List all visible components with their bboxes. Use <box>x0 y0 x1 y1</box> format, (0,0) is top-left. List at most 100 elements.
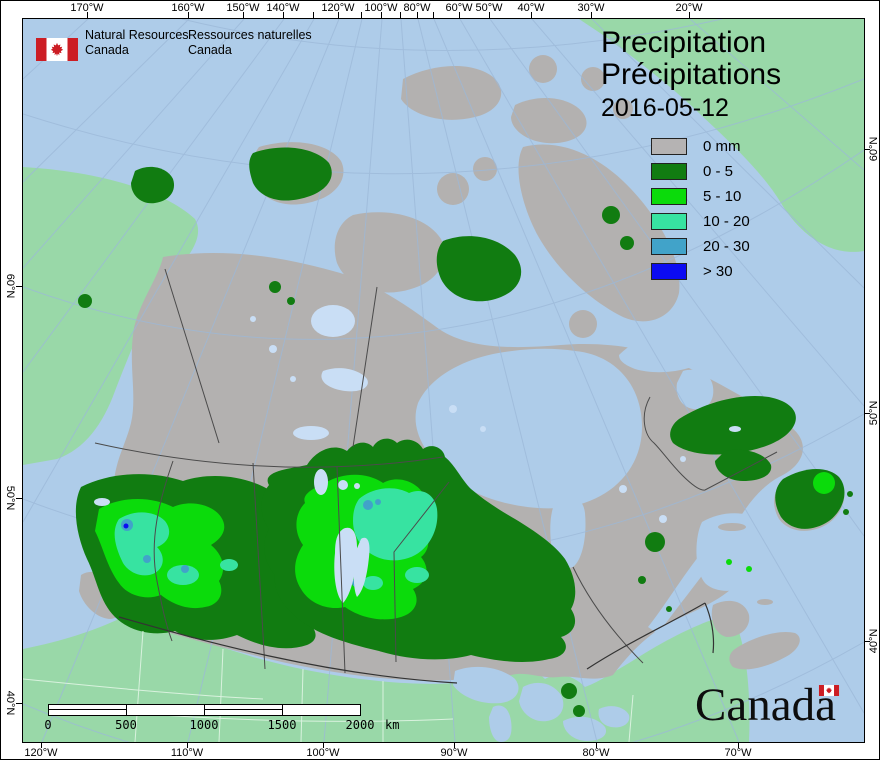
axis-tick-top <box>361 12 362 18</box>
pei <box>757 599 773 605</box>
border-canada-us-east <box>586 602 706 670</box>
border-canada-us-west <box>118 616 458 684</box>
james-bay <box>550 495 586 568</box>
axis-label-right: 50°N <box>868 400 880 426</box>
axis-label-bottom: 100°W <box>306 747 340 759</box>
international-borders <box>118 602 715 684</box>
legend-row: 5 - 10 <box>651 184 750 209</box>
axis-label-bottom: 110°W <box>170 747 204 759</box>
lake-huron <box>519 682 564 722</box>
scale-bar-tick-label: 0 <box>44 718 52 732</box>
axis-label-left: 60°N <box>4 273 16 299</box>
anticosti <box>718 523 746 531</box>
devon <box>511 98 587 144</box>
legend-swatch <box>651 163 687 180</box>
labrador-patch <box>670 395 796 455</box>
legend-label: 20 - 30 <box>703 238 750 255</box>
axis-label-top: 60°W <box>445 2 473 14</box>
scale-bar-tick-label: 2000 <box>345 718 375 732</box>
lake-michigan <box>489 705 512 742</box>
legend-label: 0 mm <box>703 138 741 155</box>
axis-tick-top <box>433 12 434 18</box>
border-qc-nl <box>643 396 778 491</box>
greenland-land <box>579 19 864 252</box>
axis-label-top: 140°W <box>266 2 300 14</box>
scale-bar-tick-label: 500 <box>115 718 137 732</box>
axis-tick-top <box>689 12 690 18</box>
axis-tick-top <box>87 12 88 18</box>
canada-flag-icon <box>36 38 78 61</box>
axis-tick-top <box>313 12 314 18</box>
axis-label-right: 60°N <box>868 136 880 162</box>
legend-row: 20 - 30 <box>651 234 750 259</box>
axis-label-right: 40°N <box>868 628 880 654</box>
axis-tick-top <box>243 12 244 18</box>
axis-tick-bottom <box>187 742 188 748</box>
wordmark-text: Canada <box>695 679 836 731</box>
axis-label-top: 150°W <box>226 2 260 14</box>
axis-tick-top <box>417 12 418 18</box>
arctic-patch-yukon <box>131 166 175 204</box>
legend-row: 10 - 20 <box>651 209 750 234</box>
axis-label-left: 50°N <box>4 485 16 511</box>
axis-label-top: 170°W <box>70 2 104 14</box>
axis-label-bottom: 120°W <box>24 747 58 759</box>
lake-superior <box>453 666 519 704</box>
wordmark-flag-icon <box>818 685 839 696</box>
border-yt-nwt <box>164 268 220 444</box>
axis-tick-top <box>338 12 339 18</box>
precip-10-20 <box>114 488 438 590</box>
border-bc-ab <box>153 460 174 642</box>
border-mb-on <box>393 481 450 663</box>
legend-row: 0 mm <box>651 134 750 159</box>
newfoundland-bright <box>813 472 835 494</box>
axis-tick-top <box>591 12 592 18</box>
lake-ontario <box>598 706 630 728</box>
border-maine <box>704 602 715 654</box>
axis-tick-top <box>283 12 284 18</box>
ontario-patch <box>561 683 577 699</box>
axis-label-bottom: 90°W <box>440 747 468 759</box>
arctic-patch-baffin <box>436 236 522 302</box>
scale-bar-labels: 0 500 1000 1500 2000 km <box>44 718 399 732</box>
alaska-land <box>23 167 199 465</box>
axis-label-top: 30°W <box>577 2 605 14</box>
province-borders <box>94 268 778 674</box>
scale-bar-tick-label: 1500 <box>267 718 297 732</box>
logo-text-fr: Ressources naturelles Canada <box>188 28 312 57</box>
axis-label-top: 40°W <box>517 2 545 14</box>
canada-precipitation-map <box>23 19 864 742</box>
lake-athabasca <box>293 426 329 440</box>
gulf-st-lawrence <box>696 513 778 591</box>
border-ab-sk <box>252 462 266 670</box>
logo-text-en: Natural Resources Canada <box>85 28 189 57</box>
title-en: Precipitation <box>601 26 767 59</box>
axis-label-top: 20°W <box>675 2 703 14</box>
legend-swatch <box>651 263 687 280</box>
axis-tick-right <box>864 149 870 150</box>
scale-bar-tick-label: 1000 <box>189 718 219 732</box>
ellesmere <box>401 65 502 120</box>
axis-tick-bottom <box>454 742 455 748</box>
new-brunswick <box>711 600 750 637</box>
axis-tick-left <box>16 498 22 499</box>
legend-row: > 30 <box>651 259 750 284</box>
axis-tick-top <box>459 12 460 18</box>
map-title: Precipitation Précipitations 2016-05-12 <box>601 27 781 123</box>
legend-swatch <box>651 213 687 230</box>
map-frame <box>22 18 865 743</box>
axis-tick-bottom <box>323 742 324 748</box>
title-date: 2016-05-12 <box>601 94 729 122</box>
axis-tick-right <box>864 413 870 414</box>
axis-label-top: 120°W <box>321 2 355 14</box>
interior-lakes <box>94 305 741 603</box>
axis-tick-top <box>489 12 490 18</box>
st-lawrence-river <box>648 552 712 634</box>
legend-label: > 30 <box>703 263 733 280</box>
axis-tick-top <box>188 12 189 18</box>
axis-label-top: 160°W <box>171 2 205 14</box>
great-bear-lake <box>311 305 355 337</box>
axis-label-left: 40°N <box>4 690 16 716</box>
labrador-lobe <box>715 449 772 481</box>
